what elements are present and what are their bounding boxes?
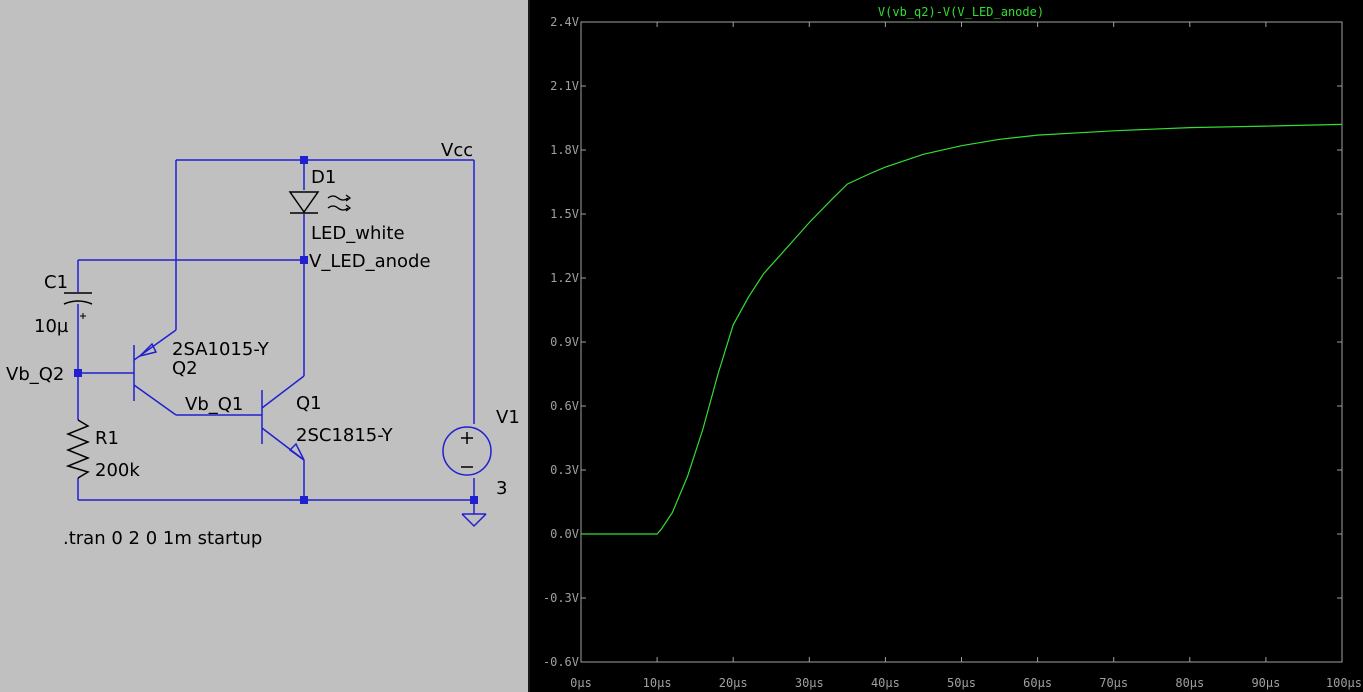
transistor-q2-symbol[interactable] <box>133 329 177 401</box>
x-tick-label: 90µs <box>1251 676 1280 690</box>
x-tick-label: 100µs <box>1326 676 1362 690</box>
y-tick-label: 1.5V <box>550 207 579 221</box>
c1-name-label[interactable]: C1 <box>44 272 68 293</box>
plot-canvas[interactable]: V(vb_q2)-V(V_LED_anode) 2.4V 2.1V 1.8V 1.5V… <box>530 0 1363 692</box>
trace-title[interactable]: V(vb_q2)-V(V_LED_anode) <box>878 5 1044 19</box>
y-tick-label: 0.9V <box>550 335 579 349</box>
x-tick-label: 0µs <box>570 676 592 690</box>
vb-q1-net-label[interactable]: Vb_Q1 <box>185 394 243 415</box>
d1-value-label[interactable]: LED_white <box>311 223 405 244</box>
schematic-editor[interactable]: Vcc D1 LED_white V_LED_anode C1 10µ 2SA1… <box>0 0 528 692</box>
q1-name-label[interactable]: Q1 <box>296 393 322 414</box>
d1-name-label[interactable]: D1 <box>311 167 336 188</box>
x-tick-label: 60µs <box>1023 676 1052 690</box>
y-tick-label: 2.4V <box>550 15 579 29</box>
y-tick-label: 2.1V <box>550 79 579 93</box>
resistor-r1-symbol[interactable] <box>65 419 91 479</box>
spice-directive[interactable]: .tran 0 2 0 1m startup <box>63 528 262 549</box>
schematic-wires <box>77 159 475 514</box>
x-tick-label: 80µs <box>1175 676 1204 690</box>
y-tick-label: -0.3V <box>543 591 579 605</box>
x-tick-label: 70µs <box>1099 676 1128 690</box>
waveform-viewer[interactable]: V(vb_q2)-V(V_LED_anode) 2.4V 2.1V 1.8V 1.5V… <box>530 0 1363 692</box>
r1-name-label[interactable]: R1 <box>95 428 119 449</box>
v1-name-label[interactable]: V1 <box>496 407 520 428</box>
transistor-q1-symbol[interactable] <box>261 390 305 461</box>
q2-value-label[interactable]: 2SA1015-Y <box>172 339 270 360</box>
q2-name-label[interactable]: Q2 <box>172 358 198 379</box>
v1-value-label[interactable]: 3 <box>496 478 507 499</box>
x-tick-label: 50µs <box>947 676 976 690</box>
x-tick-label: 40µs <box>871 676 900 690</box>
c1-value-label[interactable]: 10µ <box>34 316 69 337</box>
junction-nodes <box>74 156 478 504</box>
voltage-source-v1-symbol[interactable] <box>442 426 492 476</box>
x-tick-label: 10µs <box>643 676 672 690</box>
y-axis[interactable]: 2.4V 2.1V 1.8V 1.5V 1.2V 0.9V 0.6V 0.3V 0.0V -0.3… <box>543 15 1342 669</box>
trace-line[interactable] <box>581 123 1343 535</box>
y-tick-label: -0.6V <box>543 655 579 669</box>
r1-value-label[interactable]: 200k <box>95 460 140 481</box>
plot-frame <box>580 21 1343 663</box>
led-d1-symbol[interactable] <box>288 191 352 214</box>
y-tick-label: 1.2V <box>550 271 579 285</box>
y-tick-label: 1.8V <box>550 143 579 157</box>
y-tick-label: 0.6V <box>550 399 579 413</box>
x-tick-label: 30µs <box>795 676 824 690</box>
q1-value-label[interactable]: 2SC1815-Y <box>296 425 394 446</box>
vcc-net-label[interactable]: Vcc <box>441 140 473 161</box>
vb-q2-net-label[interactable]: Vb_Q2 <box>6 364 64 385</box>
x-axis[interactable]: 0µs 10µs 20µs 30µs 40µs 50µs 60µs 70µs 80µs 90µs 1… <box>570 22 1362 690</box>
y-tick-label: 0.3V <box>550 463 579 477</box>
schematic-canvas[interactable]: Vcc D1 LED_white V_LED_anode C1 10µ 2SA1… <box>0 0 528 692</box>
y-tick-label: 0.0V <box>550 527 579 541</box>
capacitor-c1-symbol[interactable] <box>63 292 93 319</box>
led-anode-net-label[interactable]: V_LED_anode <box>309 251 431 272</box>
ground-symbol[interactable] <box>461 513 487 528</box>
x-tick-label: 20µs <box>719 676 748 690</box>
